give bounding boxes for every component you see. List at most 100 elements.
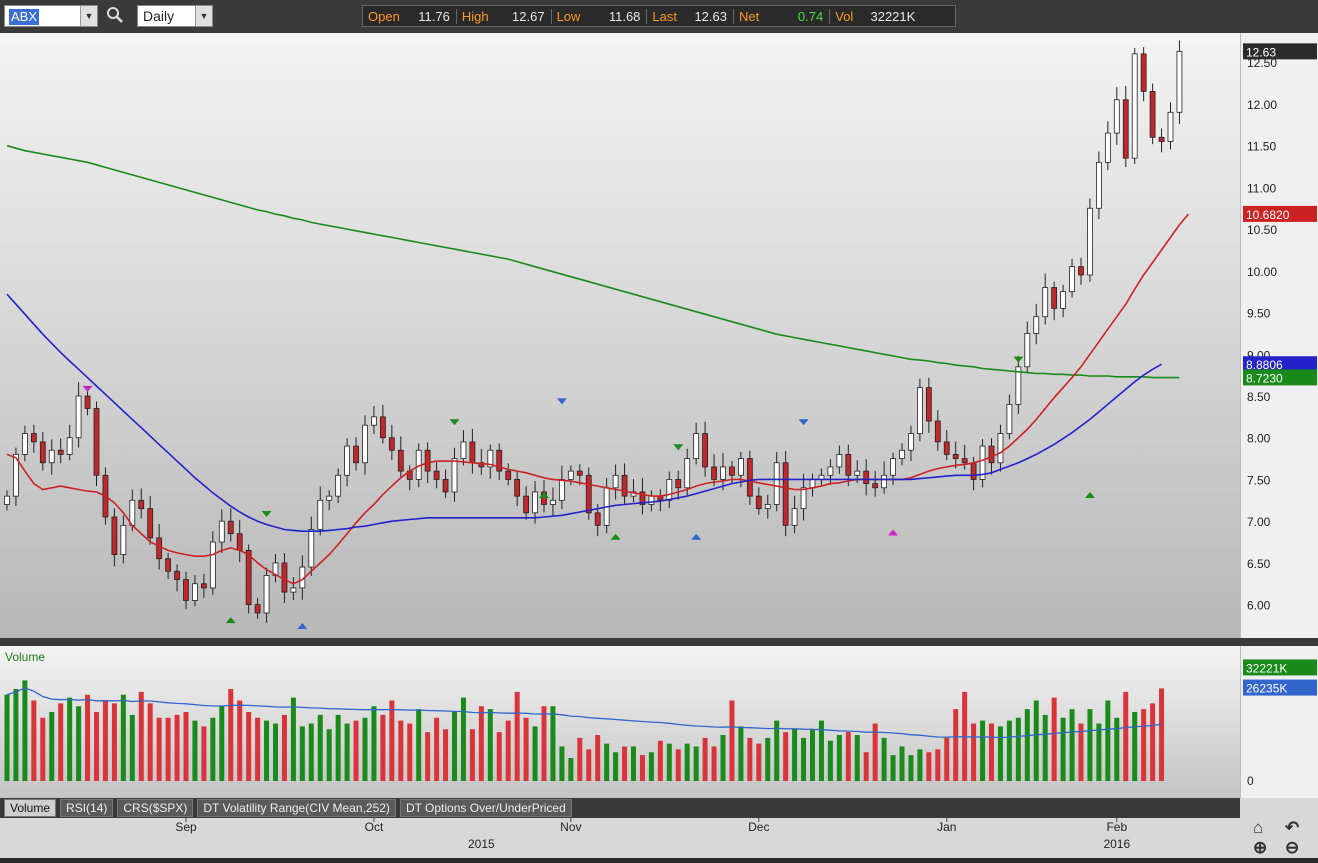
candle-body (1096, 161, 1102, 209)
year-label: 2016 (1103, 837, 1130, 851)
candle (84, 390, 91, 416)
tab-options-over-under[interactable]: DT Options Over/UnderPriced (399, 799, 572, 817)
signal-marker (888, 529, 899, 536)
candle-body (997, 433, 1004, 464)
quote-value-low: 11.68 (580, 8, 648, 24)
candle-body (666, 479, 673, 501)
price-chart[interactable] (0, 33, 1240, 638)
candle-body (371, 416, 377, 426)
candle-body (532, 491, 538, 514)
volume-bar (487, 709, 493, 781)
candle (496, 443, 503, 480)
volume-bar (1060, 717, 1066, 781)
candle (362, 415, 368, 475)
tab-rsi[interactable]: RSI(14) (60, 799, 114, 817)
candle (66, 424, 73, 461)
price-tick-label: 12.50 (1247, 56, 1277, 70)
volume-bar (559, 746, 565, 781)
chevron-down-icon[interactable]: ▼ (80, 6, 97, 26)
candle (30, 424, 37, 453)
candle (165, 552, 172, 580)
volume-bar (622, 746, 628, 781)
undo-icon[interactable]: ↶ (1285, 818, 1300, 837)
candle (1078, 257, 1084, 285)
chevron-down-icon[interactable]: ▼ (195, 6, 212, 26)
price-tick-label: 8.00 (1247, 432, 1271, 446)
candle-body (612, 474, 619, 489)
candle-body (988, 445, 995, 464)
candle-body (1140, 53, 1147, 92)
candle (890, 452, 896, 486)
candle-body (496, 449, 503, 472)
volume-bar (425, 732, 431, 781)
search-icon[interactable] (106, 6, 128, 26)
volume-bar (702, 737, 708, 781)
candle-body (1051, 287, 1058, 309)
volume-bar (76, 706, 82, 781)
volume-bar (854, 735, 860, 781)
candle (1096, 151, 1102, 220)
candle (308, 516, 315, 576)
candle (460, 430, 467, 466)
candle-body (290, 587, 297, 593)
home-icon[interactable]: ⌂ (1253, 818, 1264, 837)
candle-body (1158, 136, 1165, 142)
volume-bar (550, 706, 556, 781)
volume-bar (890, 755, 896, 781)
volume-bar (836, 735, 842, 781)
candle-body (925, 387, 932, 422)
quote-value-vol: 32221K (870, 8, 916, 24)
volume-bar (380, 714, 386, 781)
volume-bar (1078, 723, 1084, 781)
sma-medium-line (6, 293, 1162, 533)
volume-bar (514, 691, 520, 781)
volume-chart[interactable]: Volume (0, 646, 1240, 798)
candle (1015, 355, 1022, 415)
price-tick-label: 6.50 (1247, 557, 1271, 571)
price-tick-label: 11.50 (1247, 140, 1276, 154)
volume-bar (31, 700, 37, 781)
tab-crs[interactable]: CRS($SPX) (117, 799, 194, 817)
quote-value-last: 12.63 (677, 8, 734, 24)
candle-body (442, 479, 449, 493)
volume-bar (398, 720, 404, 781)
candle-body (84, 395, 91, 409)
symbol-input[interactable]: ABX ▼ (4, 5, 98, 27)
period-select[interactable]: Daily ▼ (137, 5, 213, 27)
candle-body (1113, 99, 1120, 134)
candle-body (890, 458, 896, 476)
candle (666, 471, 673, 509)
volume-bar (4, 694, 10, 781)
volume-bar (353, 720, 359, 781)
candle-body (881, 474, 887, 489)
candle (1140, 47, 1147, 102)
candle-body (621, 474, 628, 497)
volume-bar (120, 694, 126, 781)
candle-body (505, 470, 512, 480)
candle (433, 462, 440, 489)
sma-long-tag-bg (1243, 369, 1317, 386)
candle-body (308, 529, 315, 568)
candle (1149, 83, 1156, 145)
candle-body (1131, 53, 1138, 159)
tab-volume[interactable]: Volume (4, 799, 57, 817)
signal-marker (798, 419, 809, 426)
month-label: Oct (365, 820, 384, 834)
zoom-in-icon[interactable]: ⊕ (1253, 838, 1268, 857)
candle (388, 424, 395, 461)
candle-body (4, 495, 10, 505)
candle (1122, 85, 1129, 168)
candle (818, 468, 825, 486)
volume-bar (532, 726, 538, 781)
candle-body (1087, 207, 1093, 276)
pane-divider[interactable] (0, 638, 1318, 646)
candle-body (478, 462, 485, 468)
volume-bar (1123, 691, 1129, 781)
tab-volatility-range[interactable]: DT Volatility Range(CIV Mean,252) (197, 799, 396, 817)
sma-short-tag: 10.6820 (1246, 208, 1290, 222)
candle (174, 564, 180, 592)
volume-bar (1051, 697, 1057, 781)
candle-body (675, 479, 682, 489)
zoom-out-icon[interactable]: ⊖ (1285, 838, 1300, 857)
toolbar: ABX ▼ Daily ▼ Open 11.76 High 12.67 Low … (0, 0, 1318, 33)
